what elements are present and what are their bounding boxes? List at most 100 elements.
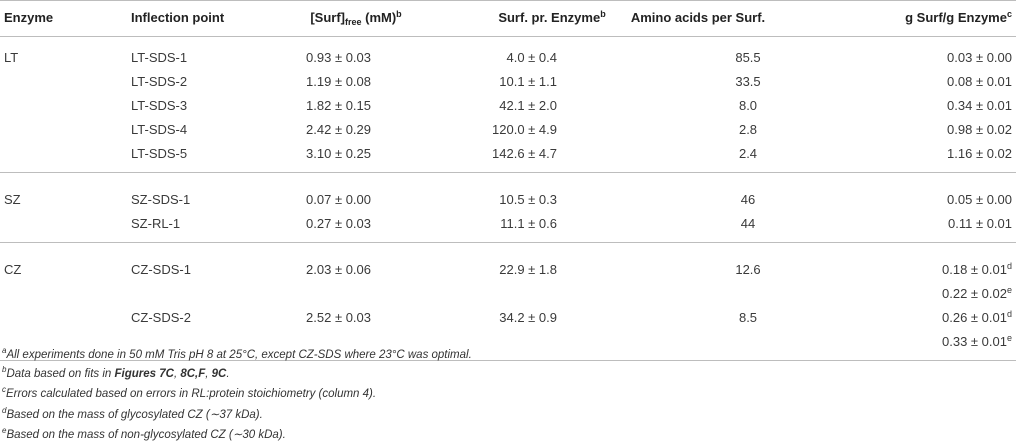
cell: 2.52 ± 0.03 [306, 310, 371, 325]
cell: LT-SDS-3 [131, 98, 188, 113]
cell: 0.22 ± 0.02e [942, 286, 1012, 302]
cell-text: 0.05 ± 0.00 [947, 192, 1012, 207]
cell: 42.1 ± 2.0 [499, 98, 557, 113]
rule [0, 242, 1016, 243]
cell: 142.6 ± 4.7 [492, 146, 557, 161]
cell-text: 0.34 ± 0.01 [947, 98, 1012, 113]
footnote-mark: d [2, 406, 7, 416]
cell-text: 0.22 ± 0.02 [942, 286, 1007, 301]
cell-text: 0.18 ± 0.01 [942, 262, 1007, 277]
footnote-text: Data based on fits in [6, 368, 115, 381]
cell: CZ-SDS-1 [131, 262, 191, 277]
cell: 0.11 ± 0.01 [948, 216, 1012, 232]
cell: 0.34 ± 0.01 [947, 98, 1012, 114]
enzyme: LT [4, 50, 19, 65]
footnote-mark: b [2, 365, 7, 375]
cell: 0.08 ± 0.01 [947, 74, 1012, 90]
cell: LT-SDS-1 [131, 50, 188, 65]
cell: SZ-RL-1 [131, 216, 181, 231]
cell-text: 1.16 ± 0.02 [947, 146, 1012, 161]
cell: CZ-SDS-2 [131, 310, 191, 325]
cell: 1.19 ± 0.08 [306, 74, 371, 89]
rule [0, 360, 1016, 361]
header-cell: Surf. pr. Enzymeb [498, 10, 605, 26]
footnote: cErrors calculated based on errors in RL… [2, 384, 377, 400]
header-text: [Surf] [310, 10, 345, 25]
cell-text: 0.98 ± 0.02 [947, 122, 1012, 137]
footnote: bData based on fits in Figures 7C, 8C,F,… [2, 365, 230, 381]
header-text: Enzyme [4, 10, 54, 25]
footnote-ref: e [1006, 285, 1012, 295]
footnote-text: Errors calculated based on errors in RL:… [6, 387, 377, 400]
footnote-ref: d [1006, 261, 1012, 271]
cell: 8.0 [738, 98, 758, 113]
cell: 0.93 ± 0.03 [306, 50, 371, 65]
header-sub: free [344, 17, 362, 27]
footnote-ref: b [396, 9, 402, 19]
header-cell: Enzyme [4, 10, 53, 26]
header-text: (mM) [361, 10, 397, 25]
footnote-text: Based on the mass of glycosylated CZ (∼3… [6, 409, 263, 422]
cell-text: 0.11 ± 0.01 [948, 216, 1012, 231]
cell: 2.4 [738, 146, 758, 161]
rule [0, 172, 1016, 173]
footnote-ref: c [1006, 9, 1012, 19]
rule [0, 36, 1016, 37]
cell: 3.10 ± 0.25 [306, 146, 371, 161]
header-text: Inflection point [131, 10, 225, 25]
cell: 2.03 ± 0.06 [306, 262, 371, 277]
footnote-mark: e [2, 425, 7, 435]
footnote-ref: d [1006, 309, 1012, 319]
cell: 0.07 ± 0.00 [306, 192, 371, 207]
footnote-text: , [205, 368, 212, 381]
cell: 46 [740, 192, 756, 207]
header-text: g Surf/g Enzyme [905, 10, 1007, 25]
cell: 4.0 ± 0.4 [506, 50, 557, 65]
footnote-text: . [226, 368, 230, 381]
footnote-ref: b [600, 9, 606, 19]
header-cell: [Surf]free (mM)b [310, 9, 402, 27]
cell: 0.03 ± 0.00 [947, 50, 1012, 66]
header-text: Amino acids per Surf. [630, 10, 766, 25]
footnote-text: All experiments done in 50 mM Tris pH 8 … [6, 349, 472, 361]
cell: 8.5 [738, 310, 758, 325]
header-text: Surf. pr. Enzyme [498, 10, 601, 25]
rule [0, 0, 1016, 1]
cell-text: 0.08 ± 0.01 [947, 74, 1012, 89]
cell: 44 [740, 216, 756, 231]
cell-text: 0.03 ± 0.00 [947, 50, 1012, 65]
cell-text: 0.33 ± 0.01 [942, 334, 1007, 349]
cell: 1.16 ± 0.02 [947, 146, 1012, 162]
figure-ref: 8C,F [180, 368, 206, 381]
figure-ref: Figures 7C [114, 368, 174, 381]
cell: LT-SDS-4 [131, 122, 188, 137]
cell: 0.26 ± 0.01d [942, 310, 1012, 326]
footnote-mark: c [2, 384, 6, 394]
enzyme: SZ [4, 192, 21, 207]
footnote: dBased on the mass of glycosylated CZ (∼… [2, 406, 263, 422]
footnote-text: , [173, 368, 181, 381]
footnote-mark: a [2, 346, 7, 355]
cell: 10.5 ± 0.3 [499, 192, 557, 207]
cell: 2.42 ± 0.29 [306, 122, 371, 137]
cell: 120.0 ± 4.9 [492, 122, 557, 137]
header-cell: Inflection point [131, 10, 224, 26]
header-cell: g Surf/g Enzymec [905, 10, 1012, 26]
cell-text: 0.26 ± 0.01 [942, 310, 1007, 325]
cell: 0.33 ± 0.01e [942, 334, 1012, 350]
footnote-text: Based on the mass of non-glycosylated CZ… [6, 428, 286, 441]
cell: 34.2 ± 0.9 [499, 310, 557, 325]
footnote-ref: e [1006, 333, 1012, 343]
cell: 10.1 ± 1.1 [499, 74, 557, 89]
cell: 85.5 [735, 50, 761, 65]
enzyme: CZ [4, 262, 22, 277]
cell: 1.82 ± 0.15 [306, 98, 371, 113]
figure-ref: 9C [211, 368, 227, 381]
header-cell: Amino acids per Surf. [631, 10, 765, 26]
cell: 0.98 ± 0.02 [947, 122, 1012, 138]
cell: 33.5 [735, 74, 761, 89]
cell: 0.18 ± 0.01d [942, 262, 1012, 278]
cell: SZ-SDS-1 [131, 192, 191, 207]
cell: 0.05 ± 0.00 [947, 192, 1012, 208]
